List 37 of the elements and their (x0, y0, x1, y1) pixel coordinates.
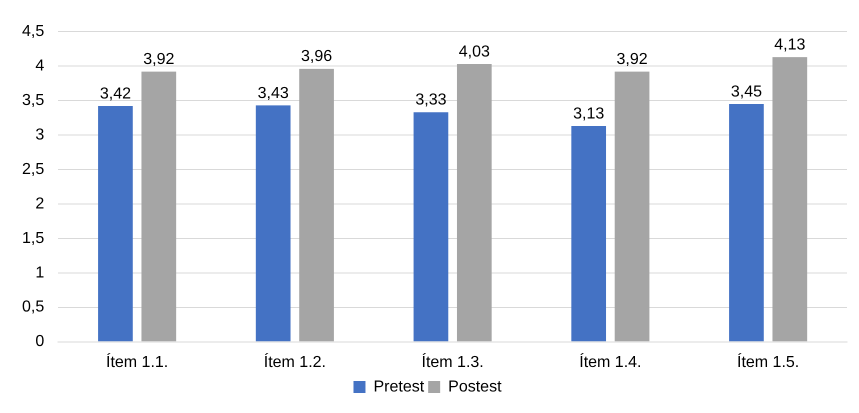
bar (98, 106, 133, 342)
bar (299, 68, 334, 342)
x-tick-label: Ítem 1.3. (421, 352, 484, 371)
data-label: 3,13 (573, 105, 604, 122)
y-tick-label: 1 (35, 264, 44, 282)
bar (141, 72, 176, 342)
x-tick-label: Ítem 1.5. (737, 352, 800, 371)
y-tick-label: 0 (35, 333, 44, 350)
bar (256, 105, 291, 342)
y-tick-label: 1,5 (22, 230, 44, 247)
data-label: 3,92 (143, 50, 174, 68)
y-tick-label: 4,5 (22, 23, 44, 40)
x-tick-label: Ítem 1.2. (264, 352, 326, 371)
data-label: 3,45 (730, 83, 762, 100)
data-label: 4,03 (458, 43, 490, 60)
x-tick-label: Ítem 1.4. (579, 352, 642, 371)
legend-label: Pretest (373, 378, 425, 396)
bar (571, 126, 606, 342)
bar (614, 72, 650, 342)
y-tick-label: 2 (35, 195, 44, 212)
y-tick-label: 3 (35, 126, 44, 144)
data-label: 3,43 (258, 84, 289, 102)
data-label: 4,13 (774, 36, 806, 54)
bar (456, 64, 492, 342)
data-label: 3,33 (415, 92, 447, 109)
y-tick-label: 3,5 (22, 92, 44, 109)
y-tick-label: 2,5 (22, 160, 44, 178)
data-label: 3,96 (300, 48, 332, 66)
bar (772, 57, 808, 342)
bar (414, 112, 448, 342)
legend-label: Postest (448, 378, 502, 396)
x-tick-label: Ítem 1.1. (106, 352, 168, 371)
data-label: 3,42 (100, 85, 132, 102)
y-tick-label: 4 (35, 57, 44, 74)
data-label: 3,92 (616, 50, 648, 68)
bar (729, 104, 764, 342)
y-tick-label: 0,5 (22, 298, 44, 316)
